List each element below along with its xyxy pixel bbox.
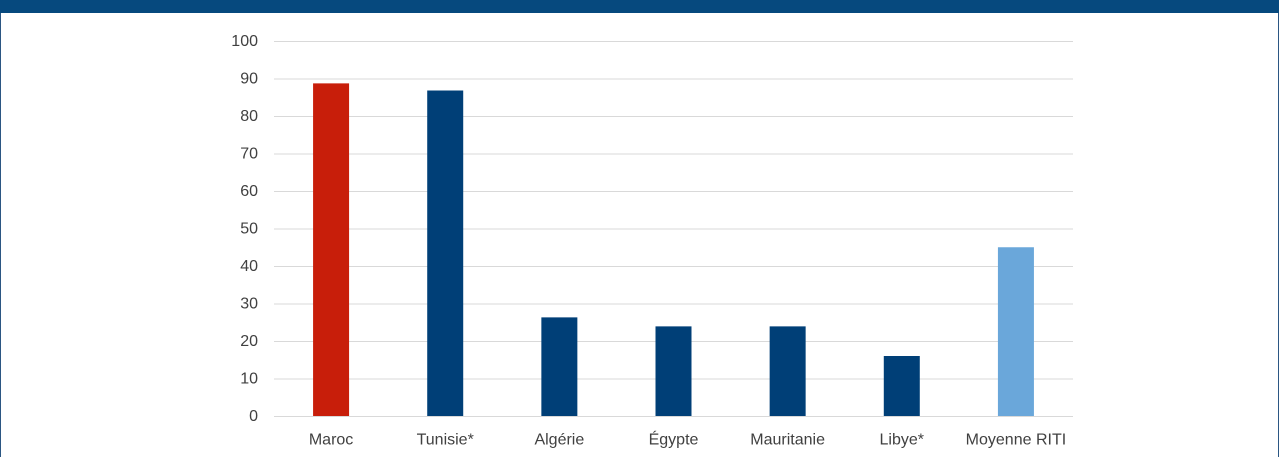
- bar-algérie: [541, 317, 578, 416]
- y-tick-label: 100: [231, 33, 258, 50]
- bar-maroc: [313, 83, 350, 416]
- y-tick-label: 0: [249, 408, 258, 425]
- y-tick-label: 40: [240, 258, 258, 275]
- x-tick-label: Libye*: [880, 432, 924, 449]
- bars: [313, 83, 1034, 416]
- x-tick-label: Égypte: [649, 430, 699, 449]
- y-tick-label: 80: [240, 108, 258, 125]
- bar-égypte: [655, 326, 692, 416]
- y-tick-label: 50: [240, 221, 258, 238]
- bar-libye: [883, 356, 920, 416]
- y-tick-label: 70: [240, 146, 258, 163]
- y-tick-label: 20: [240, 333, 258, 350]
- header-bar: [0, 0, 1279, 13]
- x-axis-tick-labels: Maroc Tunisie* Algérie Égypte Mauritanie Liby…: [309, 430, 1066, 449]
- bar-moyenne-riti: [997, 247, 1034, 416]
- x-tick-label: Tunisie*: [417, 432, 474, 449]
- y-axis-tick-labels: 0 10 20 30 40 50 60 70 80 90 100: [231, 33, 258, 425]
- bar-tunisie: [427, 90, 464, 416]
- y-tick-label: 30: [240, 296, 258, 313]
- x-tick-label: Maroc: [309, 432, 353, 449]
- x-tick-label: Mauritanie: [750, 432, 825, 449]
- x-tick-label: Algérie: [534, 432, 584, 449]
- gridlines: [274, 41, 1073, 417]
- bar-mauritanie: [769, 326, 806, 416]
- y-tick-label: 10: [240, 371, 258, 388]
- y-tick-label: 60: [240, 183, 258, 200]
- x-tick-label: Moyenne RITI: [966, 432, 1066, 449]
- y-tick-label: 90: [240, 71, 258, 88]
